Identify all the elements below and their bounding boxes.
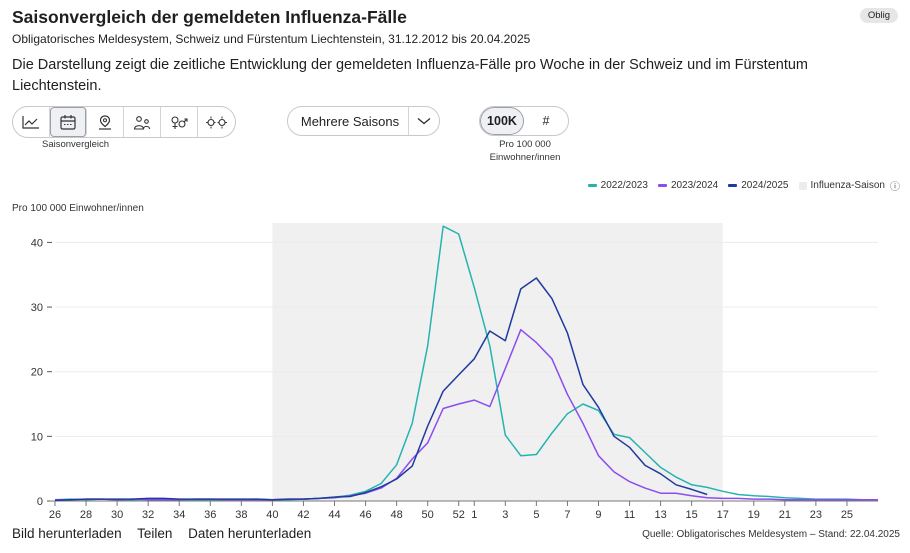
x-tick-label: 23 <box>810 509 822 520</box>
unit-option-absolute[interactable]: # <box>542 114 550 128</box>
gender-icon <box>171 115 188 129</box>
legend-swatch <box>728 184 738 187</box>
view-button-gender[interactable] <box>161 107 198 137</box>
x-tick-label: 30 <box>111 509 123 520</box>
y-tick-label: 20 <box>31 367 43 379</box>
footer-actions: Bild herunterladen Teilen Daten herunter… <box>12 526 323 541</box>
y-axis-label: Pro 100 000 Einwohner/innen <box>12 203 144 214</box>
series-line-2024-2025 <box>54 277 708 502</box>
x-tick-label: 25 <box>841 509 853 520</box>
x-tick-label: 42 <box>297 509 309 520</box>
legend-item-2022-2023[interactable]: 2022/2023 <box>587 180 648 191</box>
x-tick-label: 21 <box>779 509 791 520</box>
view-selector-label: Saisonvergleich <box>42 139 110 150</box>
season-select[interactable]: Mehrere Saisons <box>287 106 440 136</box>
chart-legend: 2022/2023 2023/2024 2024/2025 Influenza-… <box>578 178 900 193</box>
unit-option-per-100k[interactable]: 100K <box>480 107 524 135</box>
oblig-badge[interactable]: Oblig <box>859 8 898 23</box>
x-tick-label: 1 <box>471 509 477 520</box>
line-chart-icon <box>22 116 39 129</box>
x-tick-label: 15 <box>686 509 698 520</box>
legend-swatch <box>657 184 667 187</box>
x-tick-label: 9 <box>595 509 601 520</box>
unit-toggle: 100K # <box>479 106 569 136</box>
virus-icon <box>205 116 227 128</box>
influenza-season-band <box>272 223 723 501</box>
x-tick-label: 3 <box>502 509 508 520</box>
x-tick-label: 19 <box>748 509 760 520</box>
source-note: Quelle: Obligatorisches Meldesystem – St… <box>642 529 900 540</box>
chart-description: Die Darstellung zeigt die zeitliche Entw… <box>12 57 809 94</box>
y-tick-label: 0 <box>37 496 43 508</box>
view-button-age[interactable] <box>124 107 161 137</box>
x-tick-label: 52 <box>453 509 465 520</box>
view-button-timeline[interactable] <box>13 107 50 137</box>
download-image-link[interactable]: Bild herunterladen <box>12 526 122 541</box>
x-tick-label: 46 <box>359 509 371 520</box>
x-tick-label: 48 <box>390 509 402 520</box>
x-tick-label: 17 <box>717 509 729 520</box>
chevron-down-icon <box>408 107 439 135</box>
x-tick-label: 44 <box>328 509 340 520</box>
view-button-subtype[interactable] <box>198 107 235 137</box>
legend-swatch <box>798 181 807 190</box>
legend-item-2024-2025[interactable]: 2024/2025 <box>728 180 789 191</box>
map-pin-icon <box>99 114 111 130</box>
legend-swatch <box>587 184 597 187</box>
y-tick-label: 30 <box>31 302 43 314</box>
info-icon[interactable]: ⓘ <box>890 182 900 193</box>
season-select-value: Mehrere Saisons <box>300 113 400 129</box>
x-tick-label: 32 <box>142 509 154 520</box>
x-tick-label: 50 <box>422 509 434 520</box>
unit-toggle-label: Pro 100 000 Einwohner/innen <box>489 139 561 163</box>
x-tick-label: 34 <box>173 509 185 520</box>
page-subtitle: Obligatorisches Meldesystem, Schweiz und… <box>12 32 531 46</box>
legend-item-influenza-season[interactable]: Influenza-Saison ⓘ <box>798 178 900 193</box>
age-group-icon <box>133 115 151 130</box>
y-tick-label: 10 <box>31 431 43 443</box>
x-tick-label: 11 <box>624 509 635 520</box>
x-tick-label: 7 <box>564 509 570 520</box>
legend-label: 2024/2025 <box>741 180 789 191</box>
legend-label: 2023/2024 <box>670 180 719 191</box>
x-tick-label: 26 <box>49 509 61 520</box>
page-title: Saisonvergleich der gemeldeten Influenza… <box>12 7 407 27</box>
legend-label: Influenza-Saison <box>810 180 886 191</box>
download-data-link[interactable]: Daten herunterladen <box>188 526 312 541</box>
share-link[interactable]: Teilen <box>137 526 173 541</box>
view-selector <box>12 106 236 138</box>
calendar-icon <box>60 114 76 130</box>
x-tick-label: 13 <box>654 509 666 520</box>
x-tick-label: 28 <box>80 509 92 520</box>
x-tick-label: 40 <box>266 509 278 520</box>
y-tick-label: 40 <box>31 237 43 249</box>
legend-label: 2022/2023 <box>600 180 648 191</box>
x-tick-label: 5 <box>533 509 539 520</box>
legend-item-2023-2024[interactable]: 2023/2024 <box>657 180 719 191</box>
x-tick-label: 36 <box>204 509 216 520</box>
x-tick-label: 38 <box>235 509 247 520</box>
view-button-region[interactable] <box>87 107 124 137</box>
view-button-season-comparison[interactable] <box>50 107 87 137</box>
